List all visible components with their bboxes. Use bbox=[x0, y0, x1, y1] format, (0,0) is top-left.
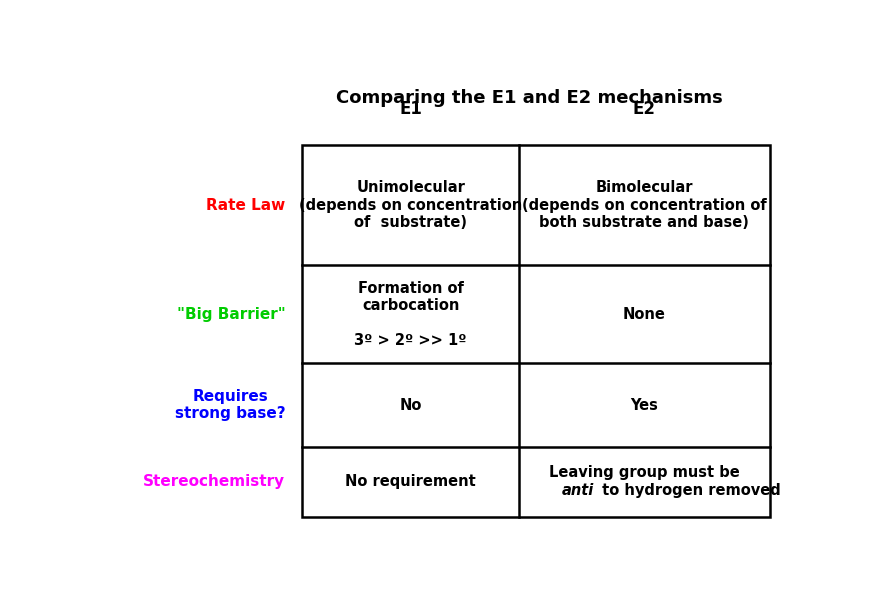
Text: to hydrogen removed: to hydrogen removed bbox=[597, 483, 780, 498]
Text: Rate Law: Rate Law bbox=[206, 198, 285, 213]
Text: No: No bbox=[399, 397, 422, 413]
Text: No requirement: No requirement bbox=[345, 474, 476, 489]
Text: "Big Barrier": "Big Barrier" bbox=[177, 307, 285, 322]
Text: Yes: Yes bbox=[630, 397, 658, 413]
Text: None: None bbox=[623, 307, 666, 322]
Text: Requires
strong base?: Requires strong base? bbox=[175, 389, 285, 421]
Text: Stereochemistry: Stereochemistry bbox=[143, 474, 285, 489]
Text: E2: E2 bbox=[633, 100, 656, 118]
Text: Comparing the E1 and E2 mechanisms: Comparing the E1 and E2 mechanisms bbox=[336, 89, 723, 107]
Text: E1: E1 bbox=[399, 100, 422, 118]
Text: Formation of
carbocation

3º > 2º >> 1º: Formation of carbocation 3º > 2º >> 1º bbox=[355, 281, 467, 348]
Text: anti: anti bbox=[562, 483, 594, 498]
Bar bbox=[302, 144, 770, 516]
Text: Leaving group must be: Leaving group must be bbox=[549, 465, 739, 480]
Text: Bimolecular
(depends on concentration of
both substrate and base): Bimolecular (depends on concentration of… bbox=[522, 180, 766, 230]
Text: Unimolecular
(depends on concentration
of  substrate): Unimolecular (depends on concentration o… bbox=[299, 180, 523, 230]
